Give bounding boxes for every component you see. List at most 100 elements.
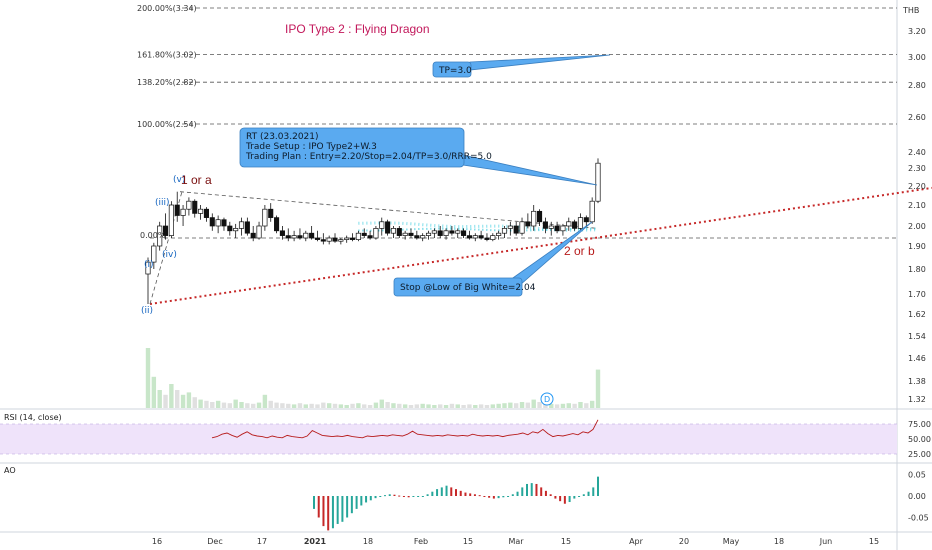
wave-ii-label: (ii) — [141, 306, 153, 316]
volume-bar — [157, 390, 162, 408]
volume-bar — [326, 403, 332, 408]
candle-body — [437, 230, 443, 236]
ao-pane: 0.05 0.00 -0.05 — [313, 471, 929, 531]
volume-bar — [420, 403, 425, 408]
candle-body — [431, 230, 437, 234]
ao-bar — [407, 496, 410, 498]
ao-bar — [450, 487, 453, 496]
rsi-pane-title: RSI (14, close) — [4, 413, 62, 422]
volume-bar — [227, 403, 233, 408]
candle-body — [174, 204, 180, 216]
stop-callout[interactable]: Stop @Low of Big White=2.04 — [393, 221, 593, 297]
divergence-marker[interactable]: D — [540, 392, 554, 406]
ao-bar — [436, 489, 439, 496]
candle-body — [344, 237, 350, 240]
candle-body — [262, 208, 268, 227]
price-tick-label: 2.30 — [908, 164, 926, 173]
candle-body — [373, 228, 379, 239]
ao-bar — [331, 496, 334, 529]
trade-plan-line1: RT (23.03.2021) — [246, 132, 319, 142]
volume-bar — [297, 403, 303, 408]
ao-bar — [421, 496, 424, 497]
stop-callout-text: Stop @Low of Big White=2.04 — [400, 283, 536, 293]
candle-body — [367, 235, 373, 239]
candle-body — [408, 232, 414, 236]
ao-bar — [360, 496, 363, 506]
candle-body — [390, 228, 397, 234]
candle-body — [198, 208, 204, 214]
ao-bar — [350, 496, 353, 514]
ao-bar — [502, 496, 505, 498]
ao-bar — [530, 483, 533, 496]
volume-bar — [356, 403, 361, 408]
volume-bar — [338, 404, 344, 408]
ao-bar — [464, 492, 467, 496]
candle-body — [577, 217, 584, 229]
volume-bar — [180, 394, 186, 408]
candle-body — [420, 235, 426, 239]
ao-pane-title: AO — [4, 466, 16, 475]
candle-body — [466, 235, 472, 239]
ao-bar — [412, 496, 415, 497]
volume-bar — [402, 404, 408, 408]
price-tick-label: 2.60 — [908, 113, 926, 122]
trade-plan-callout[interactable]: RT (23.03.2021) Trade Setup : IPO Type2+… — [239, 127, 598, 186]
candle-body — [542, 221, 548, 229]
ao-bar — [497, 496, 500, 499]
volume-bar — [531, 399, 536, 408]
ao-bar — [516, 491, 519, 496]
ao-bar — [455, 489, 457, 496]
date-tick-label: Jun — [819, 537, 833, 546]
volume-bar — [239, 402, 244, 408]
volume-bar — [496, 403, 501, 408]
candle-body — [268, 208, 274, 218]
candle-body — [221, 219, 227, 227]
tp-callout-box — [432, 61, 472, 78]
label-1-or-a: 1 or a — [181, 173, 212, 187]
volume-bar — [414, 404, 420, 408]
wave-i-label: (i) — [144, 260, 154, 270]
volume-bar — [543, 403, 548, 408]
volume-bar — [192, 397, 197, 408]
tp-callout-pointer — [469, 54, 611, 71]
volume-bar — [490, 404, 496, 408]
price-tick-label: 1.32 — [908, 395, 926, 404]
volume-bar — [221, 402, 227, 408]
ao-bar — [535, 483, 538, 496]
candle-body — [496, 232, 502, 236]
candle-body — [537, 210, 543, 223]
volume-bar — [332, 403, 338, 408]
price-tick-label: 2.80 — [908, 81, 926, 90]
candle-body — [513, 225, 519, 234]
candle-body — [501, 228, 508, 234]
volume-bar — [455, 404, 460, 408]
ao-bar — [393, 494, 396, 496]
date-tick-label: 18 — [774, 537, 784, 546]
price-tick-label: 1.80 — [908, 265, 926, 274]
price-tick-label: 3.00 — [908, 53, 926, 62]
tp-callout[interactable]: TP=3.0 — [432, 54, 611, 78]
price-tick-label: 1.70 — [908, 290, 926, 299]
price-tick-label: 1.90 — [908, 242, 926, 251]
volume-bar — [315, 404, 320, 408]
date-tick-label: Dec — [207, 537, 222, 546]
volume-bar — [367, 405, 373, 408]
rsi-tick-label: 25.00 — [908, 450, 931, 459]
volume-bar — [549, 403, 554, 408]
candle-body — [349, 237, 356, 240]
rsi-line — [211, 419, 599, 439]
rsi-tick-label: 50.00 — [908, 435, 931, 444]
ao-bar — [563, 496, 566, 504]
ao-bar — [592, 487, 595, 496]
ao-bar — [327, 496, 330, 531]
ao-bar — [492, 496, 495, 499]
ao-bar — [431, 491, 434, 496]
volume-bar — [484, 405, 490, 408]
volume-bar — [391, 403, 396, 408]
rsi-band — [0, 424, 897, 454]
trade-plan-line3: Trading Plan : Entry=2.20/Stop=2.04/TP=3… — [245, 152, 492, 162]
volume-bar — [502, 403, 507, 408]
ao-bar — [379, 496, 382, 497]
